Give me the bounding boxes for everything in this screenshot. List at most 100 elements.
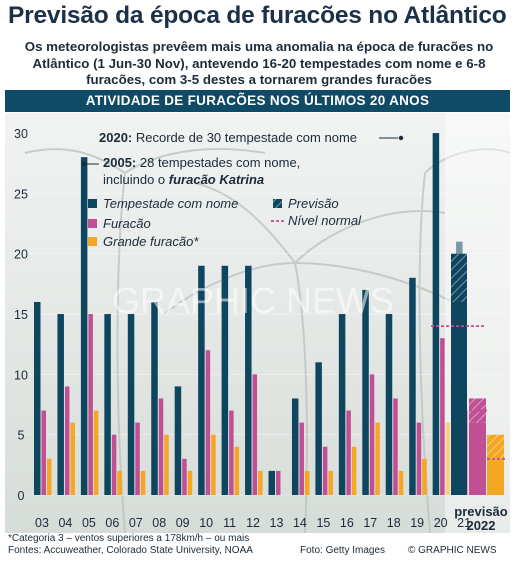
watermark-text: GRAPHIC NEWS	[112, 280, 394, 321]
y-tick-label: 10	[14, 368, 28, 382]
bar-tempestade	[174, 386, 182, 495]
bar-grande	[445, 422, 451, 495]
forecast-tempestade-solid	[451, 301, 467, 495]
bar-grande	[47, 458, 52, 495]
bar-furacao	[393, 398, 398, 495]
bar-grande	[164, 434, 169, 495]
legend-swatch-grande	[88, 237, 97, 246]
bar-tempestade	[385, 314, 393, 495]
x-tick-label: 04	[58, 516, 72, 530]
y-tick-label: 15	[14, 308, 28, 322]
annotation-2005-line2: incluindo o furacão Katrina	[103, 172, 264, 187]
page-subtitle: Os meteorologistas prevêem mais uma anom…	[24, 39, 494, 87]
bar-tempestade	[268, 470, 275, 495]
x-tick-label: 17	[363, 516, 377, 530]
annotation-2005-line1: 2005: 28 tempestades com nome,	[103, 155, 300, 170]
annotations-layer: 2020: Recorde de 30 tempestade com nome 2…	[81, 130, 404, 187]
bar-grande	[117, 470, 122, 495]
bar-grande	[398, 470, 404, 495]
forecast-label: previsão	[454, 504, 508, 519]
legend-swatch-previsao	[273, 199, 282, 208]
forecast-furacao-solid	[469, 422, 486, 495]
legend-label-furacao: Furacão	[103, 216, 151, 231]
y-tick-label: 20	[14, 248, 28, 262]
bar-furacao	[299, 422, 304, 495]
bar-tempestade	[80, 157, 88, 495]
bar-tempestade	[151, 301, 158, 495]
section-band: ATIVIDADE DE FURACÕES NOS ÚLTIMOS 20 ANO…	[5, 90, 510, 112]
x-tick-label: 12	[246, 516, 260, 530]
bar-furacao	[158, 398, 164, 495]
bar-furacao	[346, 410, 351, 495]
x-tick-label: 08	[152, 516, 166, 530]
bar-tempestade	[315, 362, 322, 495]
bar-grande	[234, 446, 240, 495]
x-tick-label: 06	[105, 516, 119, 530]
page-title: Previsão da época de furacões no Atlânti…	[8, 2, 507, 29]
bar-furacao	[135, 422, 140, 495]
bar-grande	[258, 470, 263, 495]
bar-furacao	[111, 434, 117, 495]
forecast-tempestade-range	[451, 253, 467, 302]
copyright: © GRAPHIC NEWS	[408, 545, 497, 556]
x-tick-label: 21	[457, 516, 471, 530]
annotation-2020-dot	[398, 135, 404, 141]
x-tick-label: 05	[82, 516, 96, 530]
bar-tempestade	[338, 314, 346, 495]
bar-tempestade	[221, 265, 229, 495]
bar-grande	[140, 470, 146, 495]
x-tick-label: 03	[35, 516, 49, 530]
bar-furacao	[252, 374, 258, 495]
annotation-2005-dot	[81, 161, 87, 167]
x-tick-label: 10	[199, 516, 213, 530]
bar-grande	[422, 458, 427, 495]
bar-tempestade	[34, 301, 41, 495]
annotation-2020: 2020: Recorde de 30 tempestade com nome	[99, 130, 357, 145]
x-tick-label: 09	[176, 516, 190, 530]
x-tick-label: 20	[434, 516, 448, 530]
bar-furacao	[41, 410, 46, 495]
bar-grande	[304, 470, 310, 495]
legend-label-tempestade: Tempestade com nome	[103, 196, 238, 211]
y-tick-label: 0	[18, 489, 25, 503]
bar-grande	[211, 434, 216, 495]
bar-furacao	[182, 458, 187, 495]
bar-tempestade	[291, 398, 299, 495]
y-tick-label: 30	[14, 127, 28, 141]
bar-tempestade	[245, 265, 252, 495]
x-tick-label: 19	[410, 516, 424, 530]
y-tick-label: 5	[18, 429, 25, 443]
bar-grande	[351, 446, 357, 495]
legend-label-normal: Nível normal	[288, 213, 362, 228]
legend-label-grande: Grande furacão*	[103, 234, 199, 249]
bar-furacao	[276, 470, 281, 495]
bar-furacao	[64, 386, 70, 495]
x-tick-label: 16	[340, 516, 354, 530]
x-tick-label: 18	[387, 516, 401, 530]
bar-grande	[375, 422, 380, 495]
sources: Fontes: Accuweather, Colorado State Univ…	[8, 545, 253, 556]
bar-tempestade	[432, 133, 440, 495]
bar-grande	[93, 410, 99, 495]
x-tick-label: 14	[293, 516, 307, 530]
forecast-layer	[431, 113, 510, 533]
forecast-year: 2022	[467, 518, 496, 533]
legend-swatch-furacao	[88, 219, 97, 228]
photo-credit: Foto: Getty Images	[300, 545, 386, 556]
bar-tempestade	[409, 277, 416, 495]
forecast-grande-range	[487, 434, 504, 459]
bar-furacao	[416, 422, 422, 495]
chart-legend: Tempestade com nome Furacão Grande furacão…	[88, 196, 362, 249]
x-tick-label: 15	[316, 516, 330, 530]
bar-furacao	[322, 446, 328, 495]
bar-furacao	[205, 350, 211, 495]
bar-grande	[328, 470, 333, 495]
bar-tempestade	[362, 289, 369, 495]
legend-swatch-tempestade	[88, 199, 97, 208]
bar-tempestade	[104, 314, 111, 495]
bar-furacao	[369, 374, 375, 495]
bar-tempestade	[198, 265, 205, 495]
forecast-grande-solid	[487, 458, 504, 495]
